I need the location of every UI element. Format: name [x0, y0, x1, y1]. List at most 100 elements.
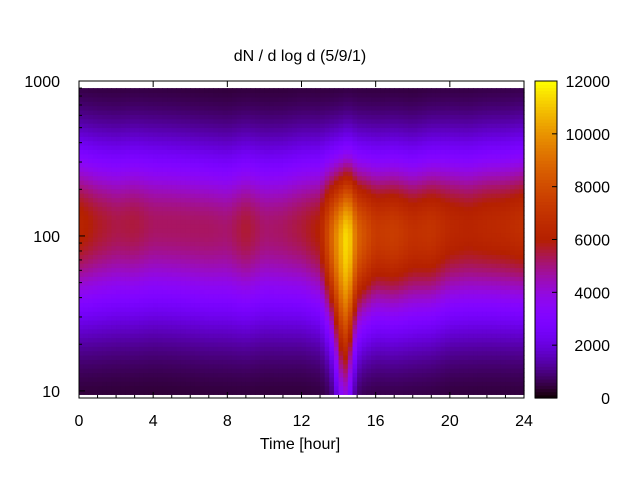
heatmap-cell: [167, 144, 173, 150]
heatmap-cell: [366, 105, 372, 111]
heatmap-cell: [167, 127, 173, 133]
heatmap-cell: [92, 201, 99, 207]
heatmap-cell: [83, 179, 89, 185]
heatmap-cell: [329, 158, 335, 164]
heatmap-cell: [167, 311, 173, 317]
heatmap-cell: [403, 368, 409, 374]
heatmap-cell: [204, 114, 210, 120]
heatmap-cell: [143, 228, 150, 234]
heatmap-cell: [371, 92, 377, 98]
heatmap-cell: [296, 276, 303, 282]
heatmap-cell: [347, 302, 354, 308]
heatmap-cell: [134, 162, 140, 168]
heatmap-cell: [171, 188, 177, 194]
heatmap-cell: [324, 171, 330, 177]
heatmap-cell: [278, 289, 284, 295]
heatmap-cell: [296, 328, 303, 334]
heatmap-cell: [287, 214, 293, 220]
heatmap-cell: [185, 149, 191, 155]
heatmap-cell: [259, 197, 266, 203]
heatmap-cell: [329, 123, 335, 129]
heatmap-cell: [148, 214, 154, 220]
heatmap-cell: [231, 319, 238, 325]
heatmap-cell: [204, 149, 210, 155]
heatmap-cell: [92, 88, 99, 94]
heatmap-cell: [194, 223, 201, 229]
heatmap-cell: [278, 232, 284, 238]
heatmap-cell: [185, 276, 191, 282]
heatmap-cell: [287, 363, 293, 369]
heatmap-cell: [343, 346, 349, 352]
heatmap-cell: [398, 109, 405, 115]
heatmap-cell: [116, 328, 122, 334]
heatmap-cell: [292, 179, 298, 185]
heatmap-cell: [306, 223, 312, 229]
heatmap-cell: [320, 114, 326, 120]
heatmap-cell: [320, 144, 326, 150]
heatmap-cell: [384, 271, 391, 277]
heatmap-cell: [102, 232, 108, 238]
heatmap-cell: [167, 158, 173, 164]
heatmap-cell: [143, 175, 150, 181]
heatmap-cell: [97, 179, 103, 185]
heatmap-cell: [296, 197, 303, 203]
heatmap-cell: [171, 228, 177, 234]
heatmap-cell: [213, 306, 219, 312]
heatmap-cell: [102, 88, 108, 94]
heatmap-cell: [398, 210, 405, 216]
heatmap-cell: [320, 363, 326, 369]
heatmap-cell: [380, 328, 386, 334]
heatmap-cell: [245, 263, 252, 269]
heatmap-cell: [343, 101, 349, 107]
heatmap-cell: [361, 96, 367, 102]
heatmap-cell: [292, 114, 298, 120]
heatmap-cell: [102, 319, 108, 325]
heatmap-cell: [97, 193, 103, 199]
heatmap-cell: [398, 144, 405, 150]
heatmap-cell: [329, 105, 335, 111]
heatmap-cell: [120, 333, 126, 339]
heatmap-cell: [306, 258, 312, 264]
heatmap-cell: [301, 158, 307, 164]
heatmap-cell: [380, 354, 386, 360]
heatmap-cell: [310, 96, 317, 102]
heatmap-cell: [352, 175, 358, 181]
heatmap-cell: [324, 376, 330, 382]
heatmap-cell: [222, 249, 228, 255]
heatmap-cell: [315, 210, 321, 216]
heatmap-cell: [273, 127, 279, 133]
heatmap-cell: [375, 372, 381, 378]
heatmap-cell: [102, 241, 108, 247]
heatmap-cell: [282, 101, 289, 107]
heatmap-cell: [403, 193, 409, 199]
heatmap-cell: [222, 228, 228, 234]
heatmap-cell: [347, 363, 354, 369]
heatmap-cell: [301, 92, 307, 98]
heatmap-cell: [111, 184, 117, 190]
heatmap-cell: [83, 328, 89, 334]
heatmap-cell: [231, 337, 238, 343]
heatmap-cell: [292, 245, 298, 251]
heatmap-cell: [157, 346, 164, 352]
heatmap-cell: [310, 245, 317, 251]
heatmap-cell: [171, 131, 177, 137]
heatmap-cell: [329, 280, 335, 286]
heatmap-cell: [111, 114, 117, 120]
heatmap-cell: [375, 144, 381, 150]
heatmap-cell: [273, 372, 279, 378]
heatmap-cell: [310, 302, 317, 308]
heatmap-cell: [357, 298, 363, 304]
heatmap-cell: [129, 88, 136, 94]
heatmap-cell: [343, 88, 349, 94]
heatmap-cell: [269, 193, 275, 199]
heatmap-cell: [79, 350, 85, 356]
heatmap-cell: [236, 306, 242, 312]
heatmap-cell: [236, 319, 242, 325]
heatmap-cell: [204, 144, 210, 150]
heatmap-cell: [384, 171, 391, 177]
heatmap-cell: [329, 144, 335, 150]
heatmap-cell: [408, 280, 414, 286]
heatmap-cell: [106, 333, 113, 339]
heatmap-cell: [227, 144, 233, 150]
heatmap-cell: [79, 354, 85, 360]
